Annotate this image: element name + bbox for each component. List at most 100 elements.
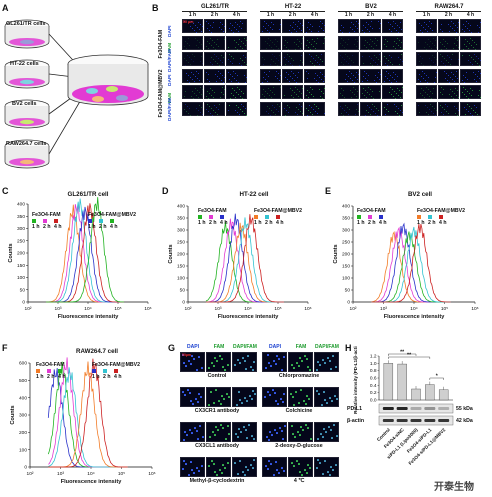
g-cell-dot [234,462,236,464]
cell-dot [198,22,200,24]
g-cell-dot [268,362,270,364]
cell-dot [452,28,454,30]
g-cell-dot [252,467,254,469]
g-micrograph-tile [206,422,231,442]
g-cell-dot [208,367,210,369]
cell-dot [230,23,232,25]
cell-dot [287,104,289,106]
cell-dot [391,94,393,96]
cell-dot [223,94,225,96]
cell-dot [319,64,321,66]
g-cell-dot [299,357,301,359]
g-cell-dot [182,391,184,393]
cell-dot [423,65,425,67]
cell-dot [443,89,445,91]
cell-dot [367,92,369,94]
cell-dot [458,109,460,111]
micrograph-tile [226,101,248,116]
cell-dot [433,112,435,114]
h-blot-size: 42 kDa [456,418,473,424]
y-tick-label: 200 [17,251,25,257]
h-blot-strip [378,403,454,414]
legend-group-1: Fe3O4-FAM [32,212,61,218]
cell-dot [269,70,271,72]
g-cell-dot [309,369,311,371]
g-cell-dot [295,391,297,393]
cell-dot [394,28,396,30]
cell-dot [449,81,451,83]
cell-dot [289,106,291,108]
cell-dot [298,96,300,98]
cell-dot [393,96,395,98]
cell-dot [443,113,445,115]
g-cell-dot [307,427,309,429]
cell-dot [196,32,198,34]
column-title: HT-22 [284,4,302,10]
legend-time-label: 4 h [114,374,122,380]
cell-dot [384,56,386,58]
legend-time-label: 4 h [379,220,387,226]
cell-dot [321,91,323,93]
cell-dot [350,77,352,79]
cell-dot [424,46,426,48]
cell-dot [480,97,482,99]
cell-dot [418,41,420,43]
g-cell-dot [245,368,247,370]
cell-dot [239,38,241,40]
cell-dot [229,54,231,56]
cell-dot [345,78,347,80]
cell-dot [366,109,368,111]
cell-dot [479,90,481,92]
legend-swatch [254,215,258,219]
micrograph-tile [226,85,247,100]
h-blot-size: 55 kDa [456,406,473,412]
h-bar [438,389,449,401]
cell-dot [457,90,459,92]
cell-dot [448,74,450,76]
y-tick-label: 400 [177,204,185,210]
cell-dot [432,105,434,107]
cell-dot [196,70,198,72]
y-tick-label: 250 [17,238,25,244]
dish-bv2 [4,99,50,129]
micrograph-tile [260,35,281,50]
cell-dot [264,71,266,73]
cell-dot [312,26,314,28]
cell-dot [476,80,478,82]
cell-dot [352,55,354,57]
g-cell-dot [247,469,249,471]
cell-dot [311,56,313,58]
cell-dot [341,88,343,90]
g-cell-dot [279,427,281,429]
cell-dot [199,104,201,106]
g-cell-dot [211,460,213,462]
cell-dot [418,78,420,80]
cell-dot [192,54,194,56]
cell-dot [216,56,218,58]
g-cell-dot [244,360,246,362]
h-sig-label: ** [407,353,412,359]
cell-dot [348,38,350,40]
cell-dot [210,112,212,114]
cell-dot [208,23,210,25]
g-micrograph-tile [206,457,231,477]
h-blot-band [396,407,408,410]
g-cell-dot [201,367,203,369]
cell-dot [323,30,325,32]
cell-dot [374,42,376,44]
cell-dot [201,56,203,58]
legend-swatch [368,215,372,219]
cell-dot [232,88,234,90]
cell-dot [349,32,351,34]
cell-dot [367,79,369,81]
cell-dot [367,41,369,43]
g-cell-dot [216,474,218,476]
g-cell-dot [299,434,301,436]
g-channel-header: FAM [213,344,225,350]
cell-dot [425,29,427,31]
g-cell-dot [183,362,185,364]
cell-dot [242,23,244,25]
cell-dot [465,113,467,115]
column-title: BV2 [365,4,377,10]
cell-dot [362,30,364,32]
